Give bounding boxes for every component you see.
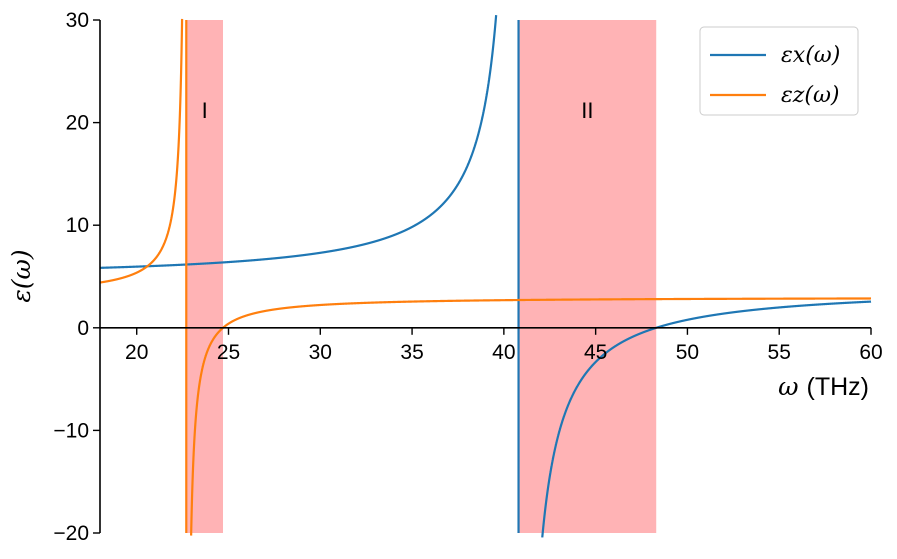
- y-tick-label: 0: [77, 317, 89, 340]
- band-labels-layer: I II: [202, 98, 594, 123]
- series-line-eps-z: [98, 18, 873, 536]
- x-tick-label: 25: [217, 341, 240, 364]
- x-axis-label: ω (THz): [778, 372, 869, 401]
- y-tick-label: 10: [66, 214, 89, 237]
- band-ii: [518, 20, 657, 533]
- legend-frame: [699, 26, 859, 116]
- bands-layer: [186, 20, 657, 533]
- y-tick-label: 30: [66, 9, 89, 32]
- x-tick-label: 40: [492, 341, 515, 364]
- band-label-i: I: [202, 98, 208, 123]
- y-tick-label: −10: [53, 419, 89, 442]
- y-axis-label: ε(ω): [7, 249, 36, 302]
- x-tick-label: 60: [859, 341, 882, 364]
- ticks-layer: 20 25 30 35 40 45 50 55 60 −20 −10 0 10 20 30: [53, 9, 882, 545]
- series-line-eps-x: [98, 14, 873, 538]
- x-tick-label: 55: [768, 341, 791, 364]
- x-tick-label: 50: [676, 341, 699, 364]
- legend-label-eps-z: εz(ω): [781, 83, 840, 108]
- band-i: [186, 20, 223, 533]
- y-tick-label: −20: [53, 522, 89, 545]
- x-tick-label: 20: [125, 341, 148, 364]
- legend-label-eps-x: εx(ω): [781, 43, 840, 68]
- band-label-ii: II: [581, 98, 593, 123]
- x-tick-label: 35: [400, 341, 423, 364]
- lines-layer: [98, 14, 873, 538]
- x-tick-label: 30: [309, 341, 332, 364]
- legend: εx(ω) εz(ω): [699, 26, 859, 116]
- x-tick-label: 45: [584, 341, 607, 364]
- y-tick-label: 20: [66, 112, 89, 135]
